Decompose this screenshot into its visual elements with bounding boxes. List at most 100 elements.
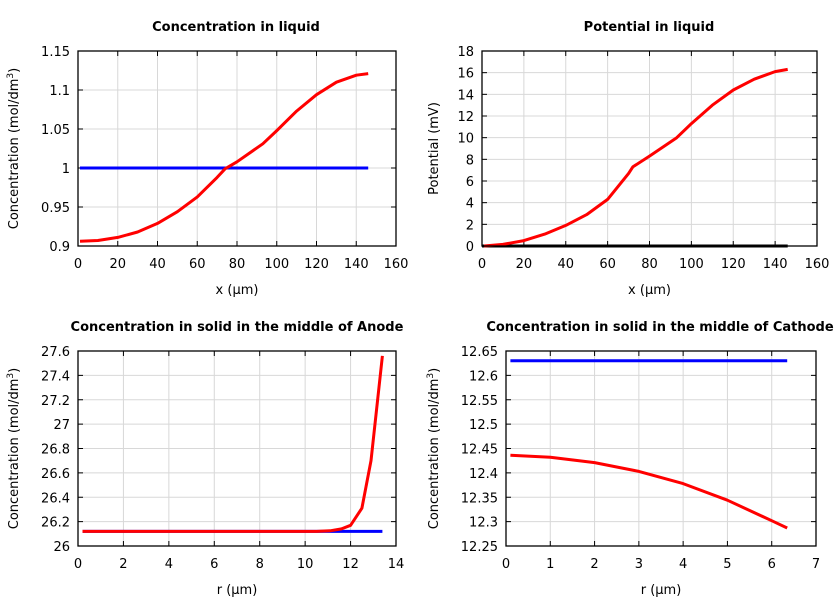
- y-tick-label: 1.15: [41, 45, 70, 60]
- y-tick-label: 16: [457, 67, 474, 82]
- series-line-2: [483, 67, 788, 248]
- y-axis-label: Concentration (mol/dm3): [6, 368, 22, 530]
- x-tick-label: 100: [679, 257, 704, 272]
- y-tick-label: 12.45: [461, 443, 498, 458]
- y-tick-label: 14: [457, 88, 474, 103]
- y-tick-label: 10: [457, 132, 474, 147]
- plot-frame: [505, 350, 817, 547]
- chart-title: Concentration in liquid: [152, 20, 320, 35]
- chart-title: Concentration in solid in the middle of …: [71, 320, 404, 335]
- y-tick-label: 26.6: [41, 467, 70, 482]
- x-tick-label: 12: [342, 557, 359, 572]
- x-tick-label: 20: [516, 257, 533, 272]
- x-tick-label: 160: [805, 257, 830, 272]
- y-tick-label: 1.1: [49, 84, 70, 99]
- y-tick-label: 12.4: [469, 467, 498, 482]
- x-tick-label: 100: [264, 257, 289, 272]
- y-axis-label-superscript: 3: [426, 373, 436, 379]
- x-tick-label: 40: [149, 257, 166, 272]
- y-tick-label: 26: [53, 540, 70, 555]
- y-axis-label-end: ): [7, 368, 22, 373]
- y-tick-label: 26.8: [41, 443, 70, 458]
- y-tick-label: 27: [53, 418, 70, 433]
- y-tick-label: 1.05: [41, 123, 70, 138]
- x-tick-label: 10: [297, 557, 314, 572]
- y-tick-label: 6: [466, 175, 474, 190]
- chart-2: 0 20 40 60 80 100 120 140 160 0 2 4 6 8 10 12 14 16 18 Pote…: [427, 20, 829, 298]
- x-tick-label: 4: [165, 557, 173, 572]
- y-tick-label: 27.4: [41, 369, 70, 384]
- y-tick-label: 12.55: [461, 394, 498, 409]
- x-tick-label: 40: [557, 257, 574, 272]
- y-tick-label: 8: [466, 153, 474, 168]
- y-tick-label: 26.2: [41, 516, 70, 531]
- series-line-2: [82, 355, 384, 533]
- x-tick-label: 14: [388, 557, 405, 572]
- x-tick-label: 0: [502, 557, 510, 572]
- x-tick-label: 80: [641, 257, 658, 272]
- x-axis-label: x (µm): [216, 283, 259, 298]
- y-axis-label-text: Potential (mV): [427, 102, 442, 195]
- y-tick-label: 12.3: [469, 516, 498, 531]
- y-tick-label: 12: [457, 110, 474, 125]
- x-tick-label: 80: [229, 257, 246, 272]
- y-tick-label: 12.65: [461, 345, 498, 360]
- x-tick-label: 2: [119, 557, 127, 572]
- plot-frame: [77, 350, 397, 547]
- y-tick-label: 1: [62, 162, 70, 177]
- x-tick-label: 7: [812, 557, 820, 572]
- y-axis-label-text: Concentration (mol/dm: [427, 379, 442, 530]
- x-tick-label: 6: [210, 557, 218, 572]
- chart-1: 0 20 40 60 80 100 120 140 160 0.9 0.95 1 1.05 1.1 1.15…: [6, 20, 408, 298]
- x-tick-label: 2: [590, 557, 598, 572]
- y-axis-label-superscript: 3: [6, 73, 16, 79]
- x-tick-label: 60: [599, 257, 616, 272]
- chart-title: Potential in liquid: [584, 20, 715, 35]
- x-axis-label: x (µm): [628, 283, 671, 298]
- y-tick-label: 18: [457, 45, 474, 60]
- chart-title: Concentration in solid in the middle of …: [486, 320, 834, 335]
- y-axis-label-end: ): [7, 68, 22, 73]
- y-axis-label-text: Concentration (mol/dm: [7, 379, 22, 530]
- y-tick-label: 27.2: [41, 394, 70, 409]
- y-axis-label: Concentration (mol/dm3): [426, 368, 442, 530]
- plot-frame: [481, 50, 818, 247]
- y-tick-label: 12.25: [461, 540, 498, 555]
- y-tick-label: 27.6: [41, 345, 70, 360]
- x-axis-label: r (µm): [641, 583, 682, 598]
- x-tick-label: 60: [189, 257, 206, 272]
- x-tick-label: 160: [384, 257, 409, 272]
- y-axis-label-end: ): [427, 368, 442, 373]
- x-tick-label: 1: [546, 557, 554, 572]
- y-axis-label-text: Concentration (mol/dm: [7, 79, 22, 230]
- y-tick-label: 0.9: [49, 240, 70, 255]
- series-line-2: [510, 453, 788, 530]
- x-tick-label: 0: [74, 557, 82, 572]
- x-tick-label: 8: [256, 557, 264, 572]
- x-tick-label: 140: [344, 257, 369, 272]
- x-tick-label: 5: [723, 557, 731, 572]
- y-axis-label-superscript: 3: [6, 373, 16, 379]
- x-axis-label: r (µm): [217, 583, 258, 598]
- y-axis-label: Potential (mV): [427, 102, 442, 195]
- x-tick-label: 120: [304, 257, 329, 272]
- x-tick-label: 4: [679, 557, 687, 572]
- y-axis-label: Concentration (mol/dm3): [6, 68, 22, 230]
- x-tick-label: 140: [763, 257, 788, 272]
- x-tick-label: 0: [478, 257, 486, 272]
- series-line-2: [79, 72, 369, 243]
- x-tick-label: 3: [635, 557, 643, 572]
- x-tick-label: 6: [768, 557, 776, 572]
- x-tick-label: 120: [721, 257, 746, 272]
- y-tick-label: 4: [466, 197, 474, 212]
- y-tick-label: 12.6: [469, 369, 498, 384]
- x-tick-label: 0: [74, 257, 82, 272]
- y-tick-label: 2: [466, 218, 474, 233]
- y-tick-label: 12.5: [469, 418, 498, 433]
- plot-frame: [77, 50, 397, 247]
- x-tick-label: 20: [109, 257, 126, 272]
- y-tick-label: 12.35: [461, 491, 498, 506]
- y-tick-label: 0.95: [41, 201, 70, 216]
- y-tick-label: 26.4: [41, 491, 70, 506]
